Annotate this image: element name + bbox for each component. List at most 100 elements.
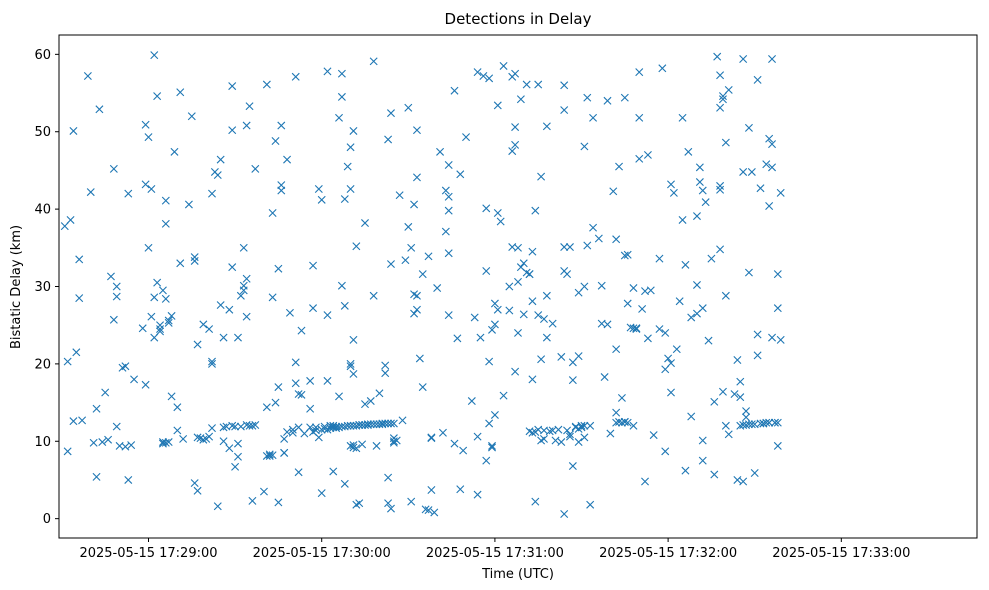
data-point [361, 400, 369, 409]
data-point [768, 55, 777, 63]
data-point [641, 477, 650, 486]
data-point [407, 243, 416, 252]
data-point [340, 301, 349, 310]
data-point [490, 299, 499, 308]
data-point [672, 345, 681, 354]
data-point [259, 487, 268, 496]
data-point [704, 336, 713, 345]
data-point [713, 52, 722, 61]
data-point [306, 404, 315, 413]
data-point [646, 286, 655, 295]
data-point [675, 297, 684, 306]
data-point [565, 430, 574, 439]
data-point [346, 143, 355, 152]
data-point [615, 417, 624, 426]
data-point [485, 74, 494, 83]
data-point [678, 215, 687, 224]
data-point [467, 397, 476, 406]
data-point [669, 188, 678, 197]
data-point [776, 335, 785, 344]
data-point [768, 333, 777, 342]
data-point [167, 392, 176, 401]
data-point [488, 325, 497, 334]
data-point [612, 418, 621, 427]
x-tick-label: 2025-05-15 17:33:00 [772, 546, 910, 561]
data-point [381, 361, 390, 370]
data-point [280, 434, 289, 443]
data-point [384, 135, 393, 144]
data-point [127, 441, 136, 450]
data-point [773, 270, 782, 279]
data-point [519, 310, 528, 319]
data-point [167, 311, 176, 320]
data-point [418, 270, 427, 279]
data-point [733, 356, 742, 365]
data-point [716, 245, 725, 254]
data-point [539, 315, 548, 323]
data-point [739, 55, 748, 63]
data-point [436, 147, 445, 156]
data-point [744, 268, 753, 277]
data-point [490, 410, 499, 419]
data-point [412, 173, 421, 182]
data-point [739, 167, 748, 176]
data-point [179, 434, 188, 443]
data-point [236, 291, 245, 300]
data-point [516, 95, 525, 104]
data-point [730, 390, 739, 399]
data-point [329, 423, 338, 432]
data-point [580, 282, 589, 291]
data-point [528, 375, 537, 384]
data-point [401, 256, 410, 265]
data-point [747, 167, 756, 176]
data-point [277, 121, 286, 130]
data-point [366, 420, 375, 429]
data-point [285, 308, 294, 317]
data-point [658, 64, 667, 73]
data-point [753, 330, 762, 339]
data-point [496, 217, 505, 226]
data-point [190, 253, 199, 262]
data-point [649, 431, 658, 440]
data-point [335, 392, 344, 401]
data-point [92, 472, 101, 481]
data-point [485, 357, 494, 366]
data-point [361, 219, 369, 228]
x-axis: 2025-05-15 17:29:00 2025-05-15 17:30:00 20… [79, 538, 910, 561]
data-point [765, 134, 774, 143]
x-tick-label: 2025-05-15 17:31:00 [426, 546, 564, 561]
data-point [384, 473, 393, 482]
data-point [274, 383, 283, 392]
data-point [698, 456, 707, 465]
data-point [718, 95, 727, 104]
data-point [369, 57, 378, 66]
x-tick-label: 2025-05-15 17:32:00 [599, 546, 737, 561]
data-point [724, 85, 733, 94]
data-point [164, 316, 173, 325]
data-point [161, 438, 170, 447]
data-point [340, 479, 349, 488]
data-point [580, 142, 589, 151]
data-point [511, 69, 520, 78]
data-point [427, 433, 436, 442]
data-point [124, 475, 133, 484]
x-tick-label: 2025-05-15 17:30:00 [253, 546, 391, 561]
data-point [724, 430, 733, 439]
data-point [531, 206, 540, 215]
data-point [193, 340, 202, 349]
data-point [358, 440, 367, 449]
data-point [228, 82, 237, 91]
plot-area-frame [58, 34, 978, 539]
data-point [441, 186, 450, 195]
data-point [629, 421, 638, 430]
data-point [95, 105, 104, 114]
data-point [681, 466, 690, 475]
data-point [147, 312, 156, 321]
data-point [384, 419, 393, 428]
data-point [632, 324, 641, 333]
data-point [187, 112, 196, 121]
data-point [753, 351, 762, 360]
data-point [144, 133, 153, 142]
data-point [667, 388, 675, 397]
